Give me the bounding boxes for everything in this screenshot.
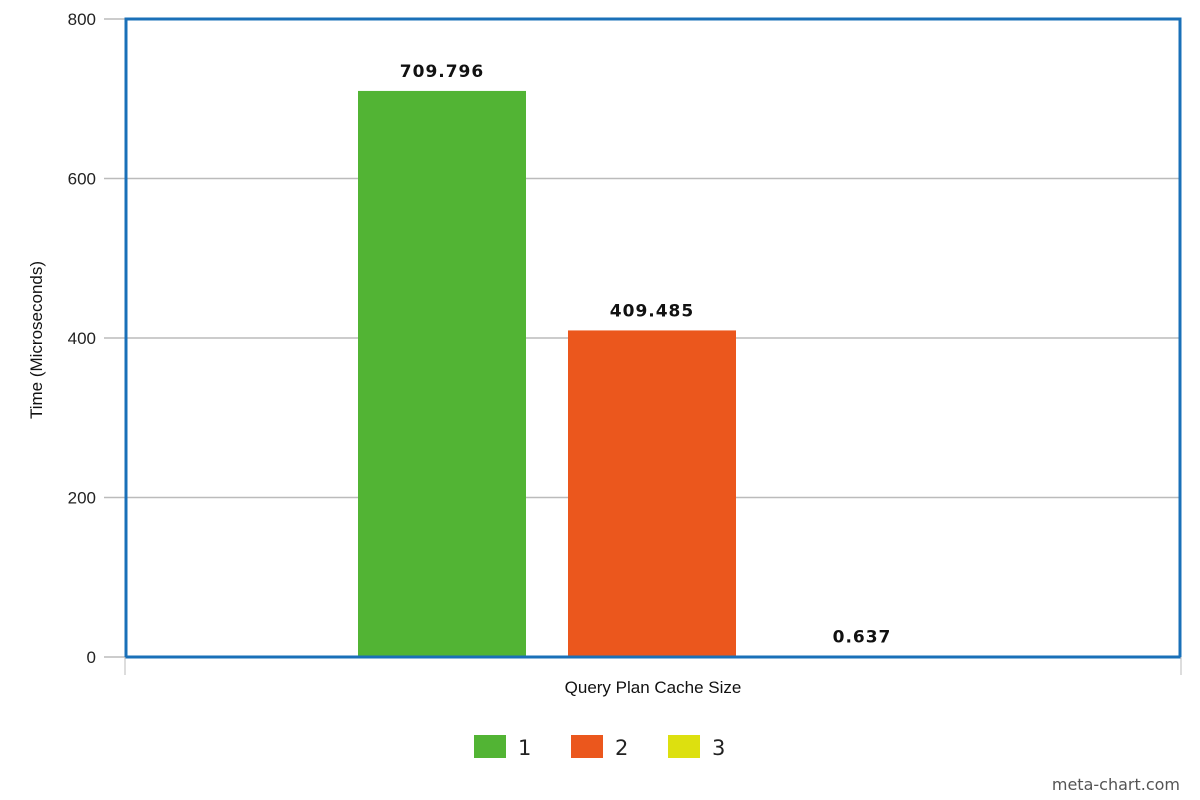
y-tick-label: 600 [68,170,96,189]
data-labels: 709.796 409.485 0.637 [400,62,892,648]
y-axis-ticks: 0 200 400 600 800 [68,10,96,667]
legend: 1 2 3 [474,735,725,760]
legend-label: 2 [615,736,628,760]
bar-series-2 [568,330,736,657]
y-tick-label: 800 [68,10,96,29]
x-axis-title: Query Plan Cache Size [565,678,742,697]
bar-data-label: 409.485 [610,301,694,321]
plot-area-border [124,17,1182,659]
watermark-text: meta-chart.com [1052,775,1180,794]
bar-data-label: 709.796 [400,62,484,82]
legend-label: 1 [518,736,531,760]
legend-label: 3 [712,736,725,760]
legend-swatch [668,735,700,758]
y-tick-label: 0 [87,648,96,667]
legend-swatch [571,735,603,758]
y-axis-title: Time (Microseconds) [27,261,46,419]
bar-series-1 [358,90,526,658]
bar-data-label: 0.637 [833,627,892,647]
bars [358,90,946,658]
x-axis [124,657,1182,675]
legend-swatch [474,735,506,758]
y-tick-label: 200 [68,489,96,508]
y-tick-label: 400 [68,329,96,348]
